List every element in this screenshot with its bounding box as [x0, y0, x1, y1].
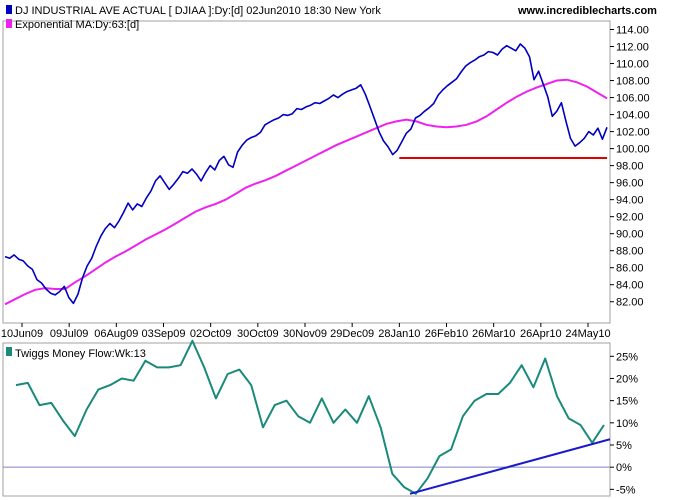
date-x-tick-label: 29Dec09 — [330, 328, 374, 340]
price-line — [4, 43, 608, 305]
price-series-group — [4, 43, 608, 306]
price-y-tick-label: 82.00 — [616, 297, 644, 309]
date-x-tick-label: 24May10 — [565, 328, 610, 340]
price-y-tick-label: 98.00 — [616, 161, 644, 173]
indicator-panel-frame — [2, 342, 611, 497]
date-x-tick-label: 02Oct09 — [190, 328, 232, 340]
price-y-tick-label: 102.00 — [616, 127, 650, 139]
date-x-tick-label: 09Jul09 — [50, 328, 89, 340]
tmf-line — [15, 339, 605, 495]
ema-legend-swatch — [6, 19, 12, 28]
date-x-tick-label: 30Nov09 — [283, 328, 327, 340]
tmf-y-tick-label: 25% — [616, 351, 638, 363]
price-legend: DJ INDUSTRIAL AVE ACTUAL [ DJIAA ]:Dy:[d… — [15, 5, 381, 17]
date-x-tick-label: 26Feb10 — [425, 328, 468, 340]
price-y-tick-label: 100.00 — [616, 144, 650, 156]
price-y-tick-label: 108.00 — [616, 76, 650, 88]
price-y-tick-label: 94.00 — [616, 195, 644, 207]
tmf-y-tick-label: -5% — [616, 484, 636, 496]
date-x-axis: 10Jun09 09Jul09 06Aug09 03Sep09 02Oct09 30Oct… — [1, 323, 611, 340]
price-y-tick-label: 90.00 — [616, 229, 644, 241]
price-y-axis: 114.00 112.00 110.00 108.00 106.00 104.00 102.… — [610, 25, 650, 309]
price-y-tick-label: 110.00 — [616, 59, 649, 71]
price-y-tick-label: 84.00 — [616, 280, 644, 292]
price-y-tick-label: 112.00 — [616, 42, 649, 54]
price-legend-swatch — [6, 5, 12, 14]
price-y-tick-label: 104.00 — [616, 110, 650, 122]
date-x-tick-label: 03Sep09 — [141, 328, 185, 340]
site-label: www.incrediblecharts.com — [517, 5, 657, 17]
tmf-y-tick-label: 10% — [616, 418, 638, 430]
tmf-legend: Twiggs Money Flow:Wk:13 — [15, 348, 146, 360]
ema-legend: Exponential MA:Dy:63:[d] — [15, 19, 139, 31]
date-x-tick-label: 26Apr10 — [520, 328, 562, 340]
date-x-tick-label: 26Mar10 — [472, 328, 515, 340]
tmf-y-tick-label: 15% — [616, 396, 638, 408]
tmf-y-tick-label: 5% — [616, 440, 632, 452]
date-x-tick-label: 06Aug09 — [94, 328, 138, 340]
tmf-y-axis: 25% 20% 15% 10% 5% 0% -5% — [610, 351, 638, 496]
tmf-series-group — [3, 339, 611, 495]
price-y-tick-label: 88.00 — [616, 246, 644, 258]
price-y-tick-label: 86.00 — [616, 263, 644, 275]
date-x-tick-label: 28Jan10 — [378, 328, 420, 340]
ema-line — [4, 78, 608, 306]
price-y-tick-label: 96.00 — [616, 178, 644, 190]
price-y-tick-label: 92.00 — [616, 212, 644, 224]
tmf-trend-line — [409, 438, 611, 495]
price-y-tick-label: 114.00 — [616, 25, 649, 37]
tmf-y-tick-label: 20% — [616, 373, 638, 385]
tmf-y-tick-label: 0% — [616, 462, 632, 474]
date-x-tick-label: 30Oct09 — [237, 328, 279, 340]
date-x-tick-label: 10Jun09 — [1, 328, 43, 340]
price-panel-frame — [2, 20, 611, 324]
tmf-legend-swatch — [6, 347, 12, 356]
price-y-tick-label: 106.00 — [616, 93, 650, 105]
